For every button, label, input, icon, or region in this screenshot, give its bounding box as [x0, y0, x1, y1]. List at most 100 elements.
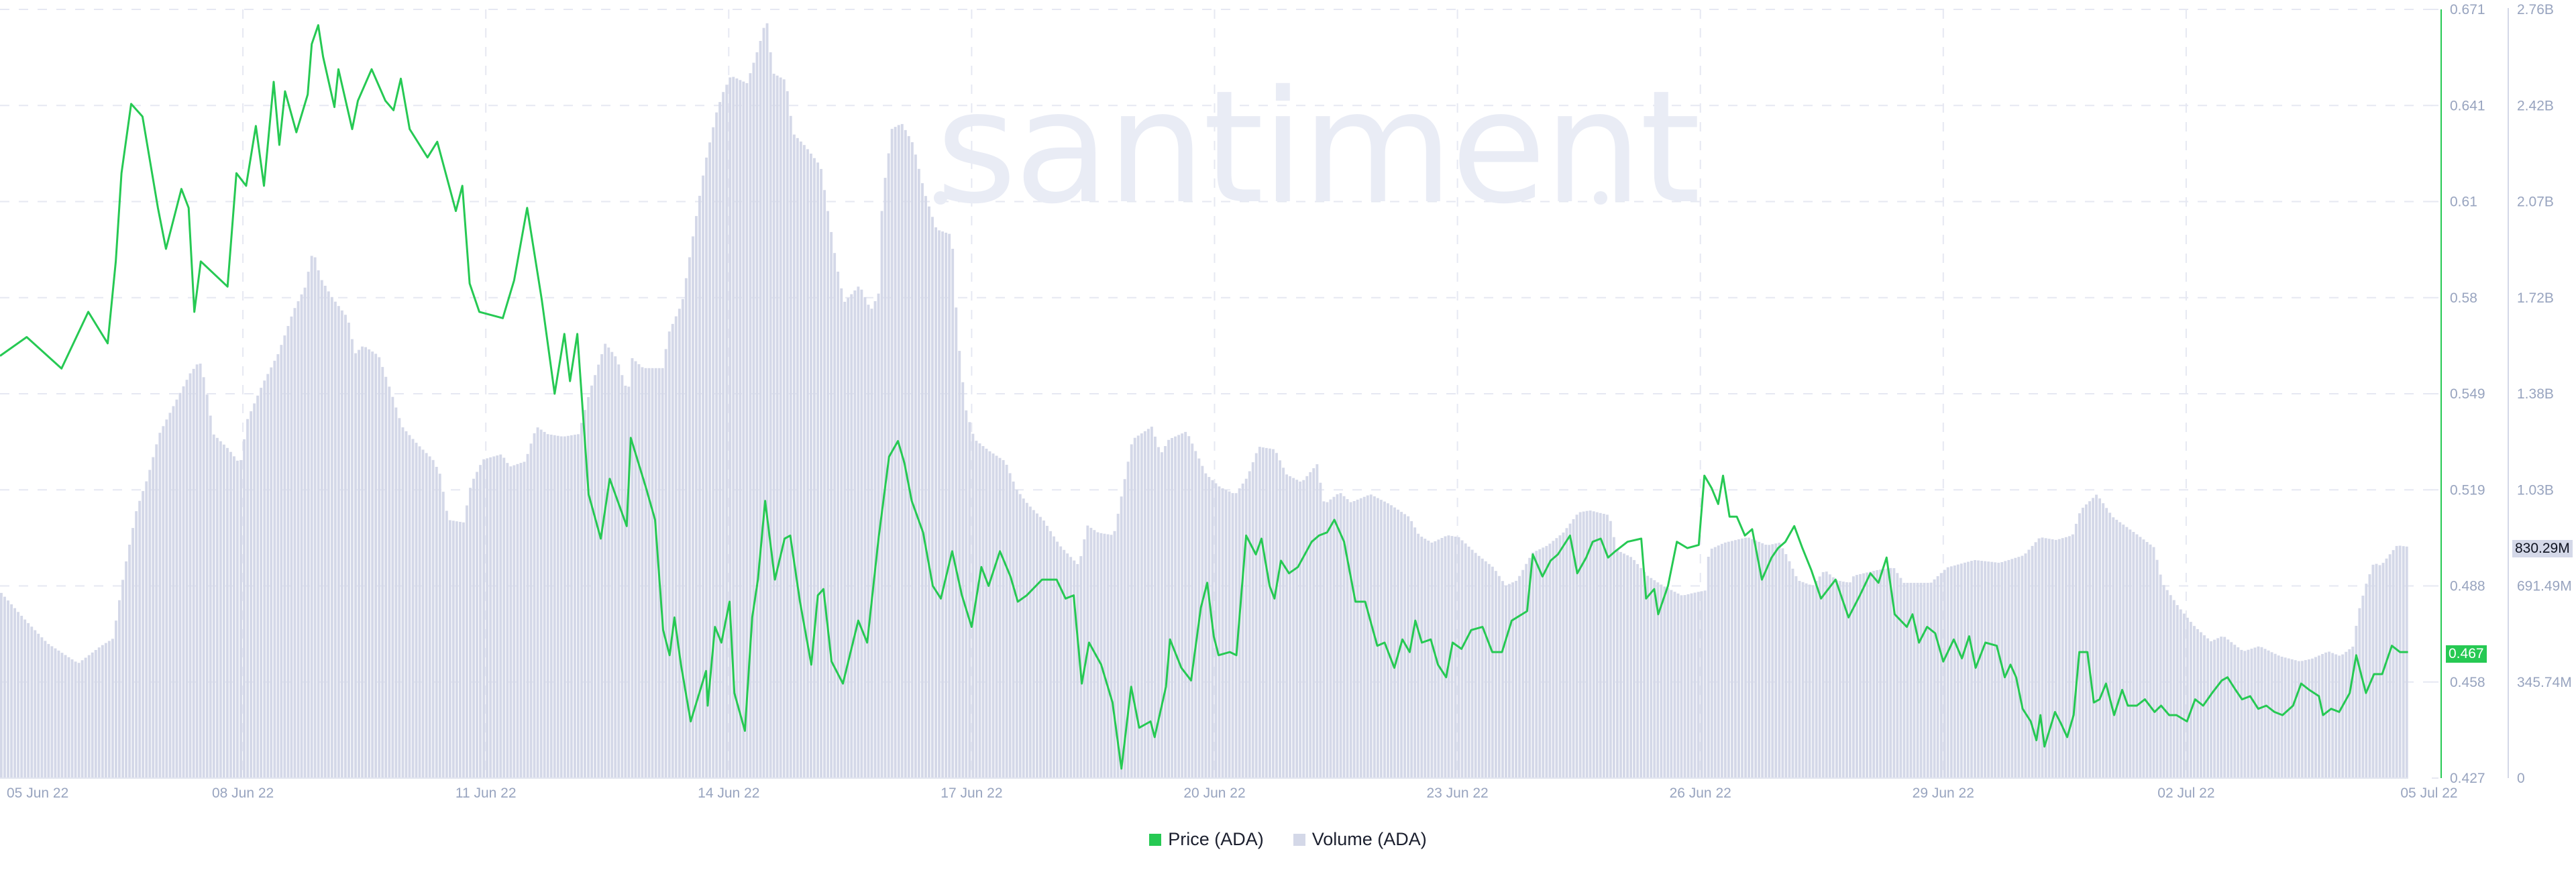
volume-bar[interactable]: [1221, 488, 1224, 778]
volume-bar[interactable]: [438, 474, 441, 778]
volume-bar[interactable]: [263, 380, 266, 778]
volume-bar[interactable]: [580, 423, 583, 778]
volume-bar[interactable]: [2368, 574, 2371, 778]
volume-bar[interactable]: [142, 491, 145, 778]
volume-bar[interactable]: [2186, 617, 2189, 778]
volume-bar[interactable]: [688, 257, 691, 779]
volume-bar[interactable]: [843, 301, 847, 778]
volume-bar[interactable]: [729, 77, 732, 778]
volume-bar[interactable]: [1936, 576, 1939, 778]
volume-bar[interactable]: [54, 648, 57, 778]
volume-bar[interactable]: [2334, 654, 2338, 779]
volume-bar[interactable]: [1555, 538, 1558, 778]
volume-bar[interactable]: [148, 470, 152, 779]
volume-bar[interactable]: [2318, 655, 2320, 778]
volume-bar[interactable]: [732, 76, 735, 779]
volume-bar[interactable]: [2365, 584, 2368, 778]
volume-bar[interactable]: [988, 451, 991, 778]
volume-bar[interactable]: [820, 168, 822, 778]
volume-bar[interactable]: [1646, 576, 1650, 778]
volume-bar[interactable]: [931, 217, 934, 778]
volume-bar[interactable]: [408, 435, 411, 778]
volume-bar[interactable]: [782, 79, 786, 778]
volume-bar[interactable]: [1005, 464, 1008, 778]
volume-bar[interactable]: [1805, 583, 1808, 778]
volume-bar[interactable]: [1568, 523, 1572, 778]
volume-bar[interactable]: [607, 347, 610, 778]
volume-bar[interactable]: [2017, 557, 2021, 778]
volume-bar[interactable]: [1956, 564, 1960, 778]
volume-bar[interactable]: [64, 655, 67, 779]
volume-bar[interactable]: [1896, 573, 1899, 778]
volume-bar[interactable]: [1238, 488, 1241, 778]
volume-bar[interactable]: [1643, 571, 1646, 778]
volume-bar[interactable]: [1025, 502, 1028, 778]
volume-bar[interactable]: [195, 364, 199, 778]
volume-bar[interactable]: [1967, 561, 1970, 779]
volume-bar[interactable]: [1103, 533, 1106, 778]
volume-bar[interactable]: [60, 653, 64, 778]
volume-bar[interactable]: [168, 413, 172, 778]
volume-bar[interactable]: [2405, 546, 2408, 778]
volume-bar[interactable]: [205, 394, 209, 778]
volume-bar[interactable]: [867, 305, 870, 778]
volume-bar[interactable]: [1322, 501, 1326, 778]
volume-bar[interactable]: [536, 427, 539, 778]
volume-bar[interactable]: [2385, 558, 2388, 778]
volume-bar[interactable]: [2074, 523, 2078, 778]
volume-bar[interactable]: [1818, 576, 1821, 778]
volume-bar[interactable]: [1356, 499, 1359, 778]
volume-bar[interactable]: [1859, 574, 1862, 778]
volume-bar[interactable]: [924, 196, 927, 778]
volume-bar[interactable]: [158, 433, 162, 778]
volume-bar[interactable]: [1012, 481, 1015, 778]
volume-bar[interactable]: [813, 158, 816, 778]
volume-bar[interactable]: [1059, 546, 1063, 778]
volume-bar[interactable]: [340, 310, 343, 778]
volume-bar[interactable]: [2203, 635, 2206, 778]
volume-bar[interactable]: [2189, 622, 2192, 778]
volume-bar[interactable]: [1650, 578, 1653, 778]
volume-bar[interactable]: [145, 481, 148, 778]
volume-bar[interactable]: [1744, 537, 1747, 778]
volume-bar[interactable]: [229, 451, 232, 778]
volume-bar[interactable]: [1562, 532, 1565, 778]
volume-bar[interactable]: [1852, 576, 1855, 778]
volume-bar[interactable]: [472, 478, 475, 778]
volume-bar[interactable]: [165, 419, 168, 778]
volume-bar[interactable]: [1660, 584, 1663, 779]
volume-bar[interactable]: [1497, 576, 1501, 778]
volume-bar[interactable]: [2300, 661, 2304, 778]
volume-bar[interactable]: [870, 309, 873, 778]
volume-bar[interactable]: [2260, 647, 2263, 778]
volume-bar[interactable]: [192, 368, 195, 778]
volume-bar[interactable]: [37, 633, 40, 778]
volume-bar[interactable]: [1575, 514, 1578, 778]
volume-bar[interactable]: [991, 453, 995, 778]
volume-bar[interactable]: [1008, 473, 1012, 778]
volume-bar[interactable]: [1879, 569, 1882, 778]
volume-bar[interactable]: [2220, 637, 2223, 778]
volume-bar[interactable]: [80, 660, 84, 778]
volume-bar[interactable]: [1882, 569, 1886, 778]
volume-bar[interactable]: [1417, 533, 1420, 778]
volume-bar[interactable]: [253, 403, 256, 778]
volume-bar[interactable]: [1204, 473, 1208, 778]
volume-bar[interactable]: [351, 339, 354, 779]
volume-bar[interactable]: [273, 360, 276, 778]
volume-bar[interactable]: [1528, 557, 1532, 778]
volume-bar[interactable]: [1720, 543, 1723, 778]
volume-bar[interactable]: [674, 316, 678, 779]
volume-bar[interactable]: [67, 657, 70, 778]
volume-bar[interactable]: [816, 162, 819, 779]
volume-bar[interactable]: [981, 446, 985, 778]
volume-bar[interactable]: [769, 52, 772, 778]
volume-bar[interactable]: [2061, 538, 2064, 778]
volume-bar[interactable]: [1154, 436, 1157, 778]
volume-bar[interactable]: [297, 301, 300, 779]
volume-bar[interactable]: [826, 211, 829, 779]
volume-bar[interactable]: [2159, 574, 2162, 778]
volume-bar[interactable]: [2047, 539, 2051, 778]
volume-bar[interactable]: [2105, 508, 2108, 778]
volume-bar[interactable]: [1683, 595, 1686, 778]
